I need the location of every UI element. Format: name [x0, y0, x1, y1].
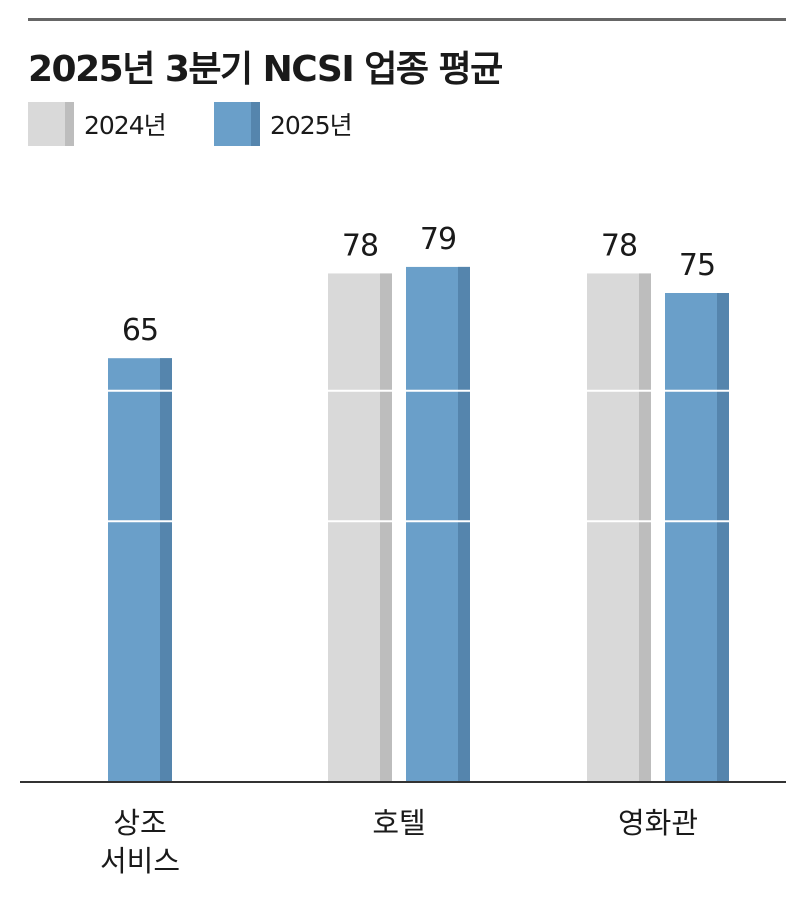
category-label-line: 상조 [113, 806, 167, 840]
legend-label-2024: 2024년 [84, 111, 167, 140]
bar-edge-2024-cat2 [639, 273, 651, 782]
legend-label-2025: 2025년 [270, 111, 353, 140]
legend-swatch-2025 [214, 102, 260, 146]
bar-edge-2025-cat1 [458, 266, 470, 782]
legend-item-2024: 2024년 [28, 102, 167, 146]
data-label-2025-cat1: 79 [420, 222, 456, 257]
legend-swatch-2024 [28, 102, 74, 146]
category-label-2: 영화관 [578, 804, 738, 842]
category-label-line: 서비스 [99, 844, 181, 878]
data-label-2025-cat0: 65 [122, 313, 158, 348]
bar-edge-2025-cat0 [160, 358, 172, 782]
data-label-2025-cat2: 75 [679, 248, 715, 283]
bars-group [108, 266, 729, 782]
chart-title: 2025년 3분기 NCSI 업종 평균 [28, 49, 503, 90]
category-label-line: 영화관 [617, 806, 699, 840]
data-label-2024-cat2: 78 [601, 228, 637, 263]
gridlines-group [108, 389, 729, 523]
legend: 2024년 2025년 [28, 102, 788, 146]
data-labels-group: 65 78 79 78 75 [122, 222, 716, 348]
legend-item-2025: 2025년 [214, 102, 353, 146]
category-label-line: 호텔 [372, 806, 426, 840]
data-label-2024-cat1: 78 [342, 228, 378, 263]
bar-edge-2025-cat2 [717, 293, 729, 782]
top-rule [28, 18, 786, 21]
bar-edge-2024-cat1 [380, 273, 392, 782]
category-label-1: 호텔 [319, 804, 479, 842]
